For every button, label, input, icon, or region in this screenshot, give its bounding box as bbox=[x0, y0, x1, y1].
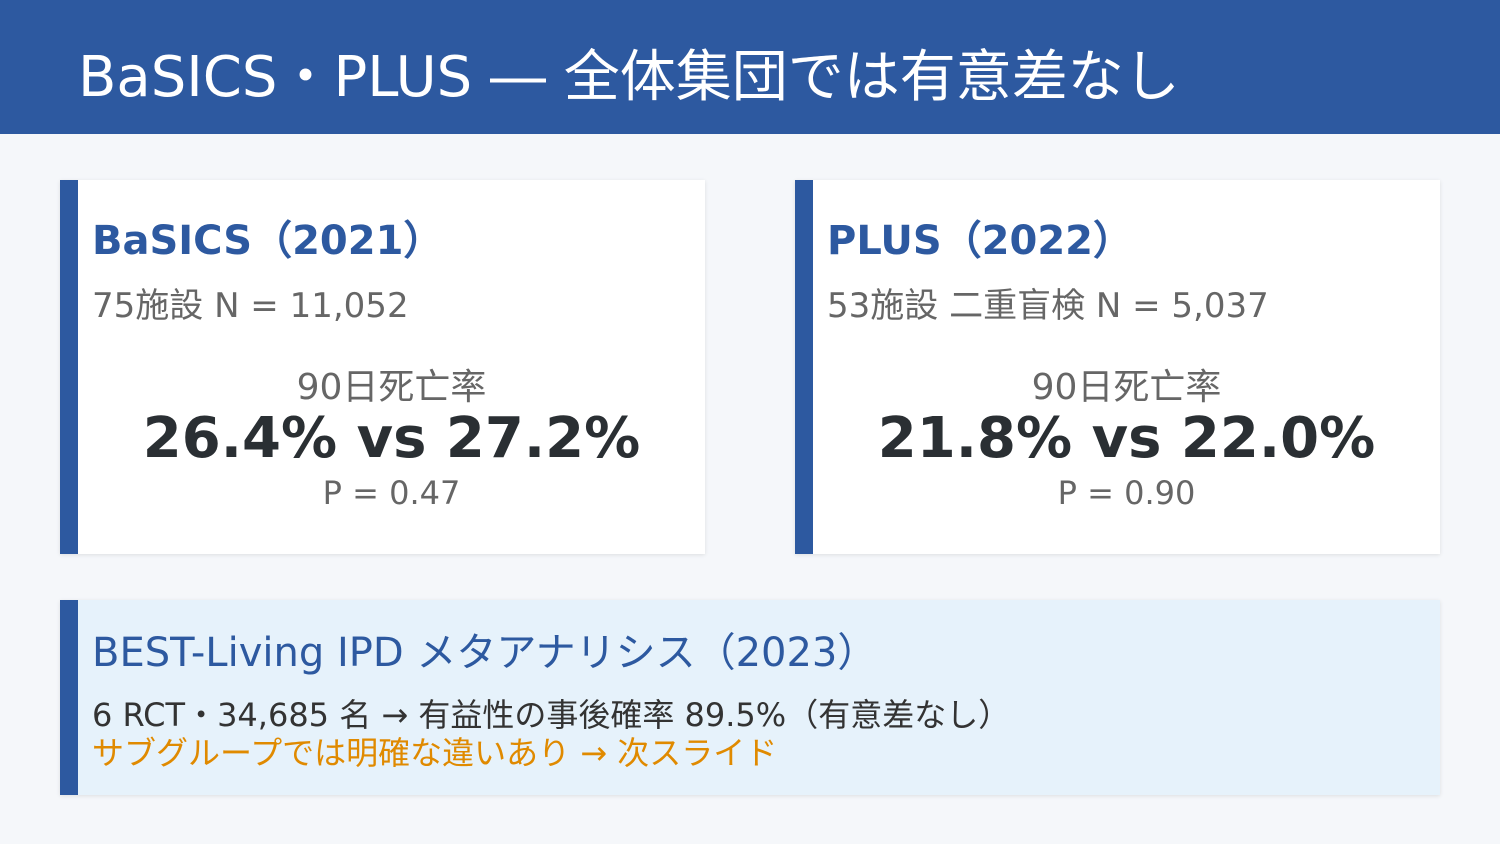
card-meta: 53施設 二重盲検 N = 5,037 bbox=[827, 286, 1269, 326]
header: BaSICS・PLUS ― 全体集団では有意差なし bbox=[0, 0, 1500, 134]
card-meta: 75施設 N = 11,052 bbox=[92, 286, 409, 326]
summary-note: サブグループでは明確な違いあり → 次スライド bbox=[92, 734, 778, 772]
p-value: P = 0.47 bbox=[322, 474, 461, 512]
card: BaSICS（2021） 75施設 N = 11,052 90日死亡率 26.4… bbox=[60, 180, 705, 554]
metric-label: 90日死亡率 bbox=[1031, 367, 1222, 408]
summary-title: BEST-Living IPD メタアナリシス（2023） bbox=[92, 630, 878, 676]
result: 26.4% vs 27.2% bbox=[142, 406, 641, 471]
summary: BEST-Living IPD メタアナリシス（2023） 6 RCT・34,6… bbox=[60, 600, 1440, 795]
card-title: BaSICS（2021） bbox=[92, 218, 444, 264]
card: PLUS（2022） 53施設 二重盲検 N = 5,037 90日死亡率 21… bbox=[795, 180, 1440, 554]
summary-line: 6 RCT・34,685 名 → 有益性の事後確率 89.5%（有意差なし） bbox=[92, 696, 1011, 734]
metric-label: 90日死亡率 bbox=[296, 367, 487, 408]
p-value: P = 0.90 bbox=[1057, 474, 1196, 512]
title: BaSICS・PLUS ― 全体集団では有意差なし bbox=[78, 45, 1180, 110]
card-title: PLUS（2022） bbox=[827, 218, 1133, 264]
result: 21.8% vs 22.0% bbox=[877, 406, 1376, 471]
